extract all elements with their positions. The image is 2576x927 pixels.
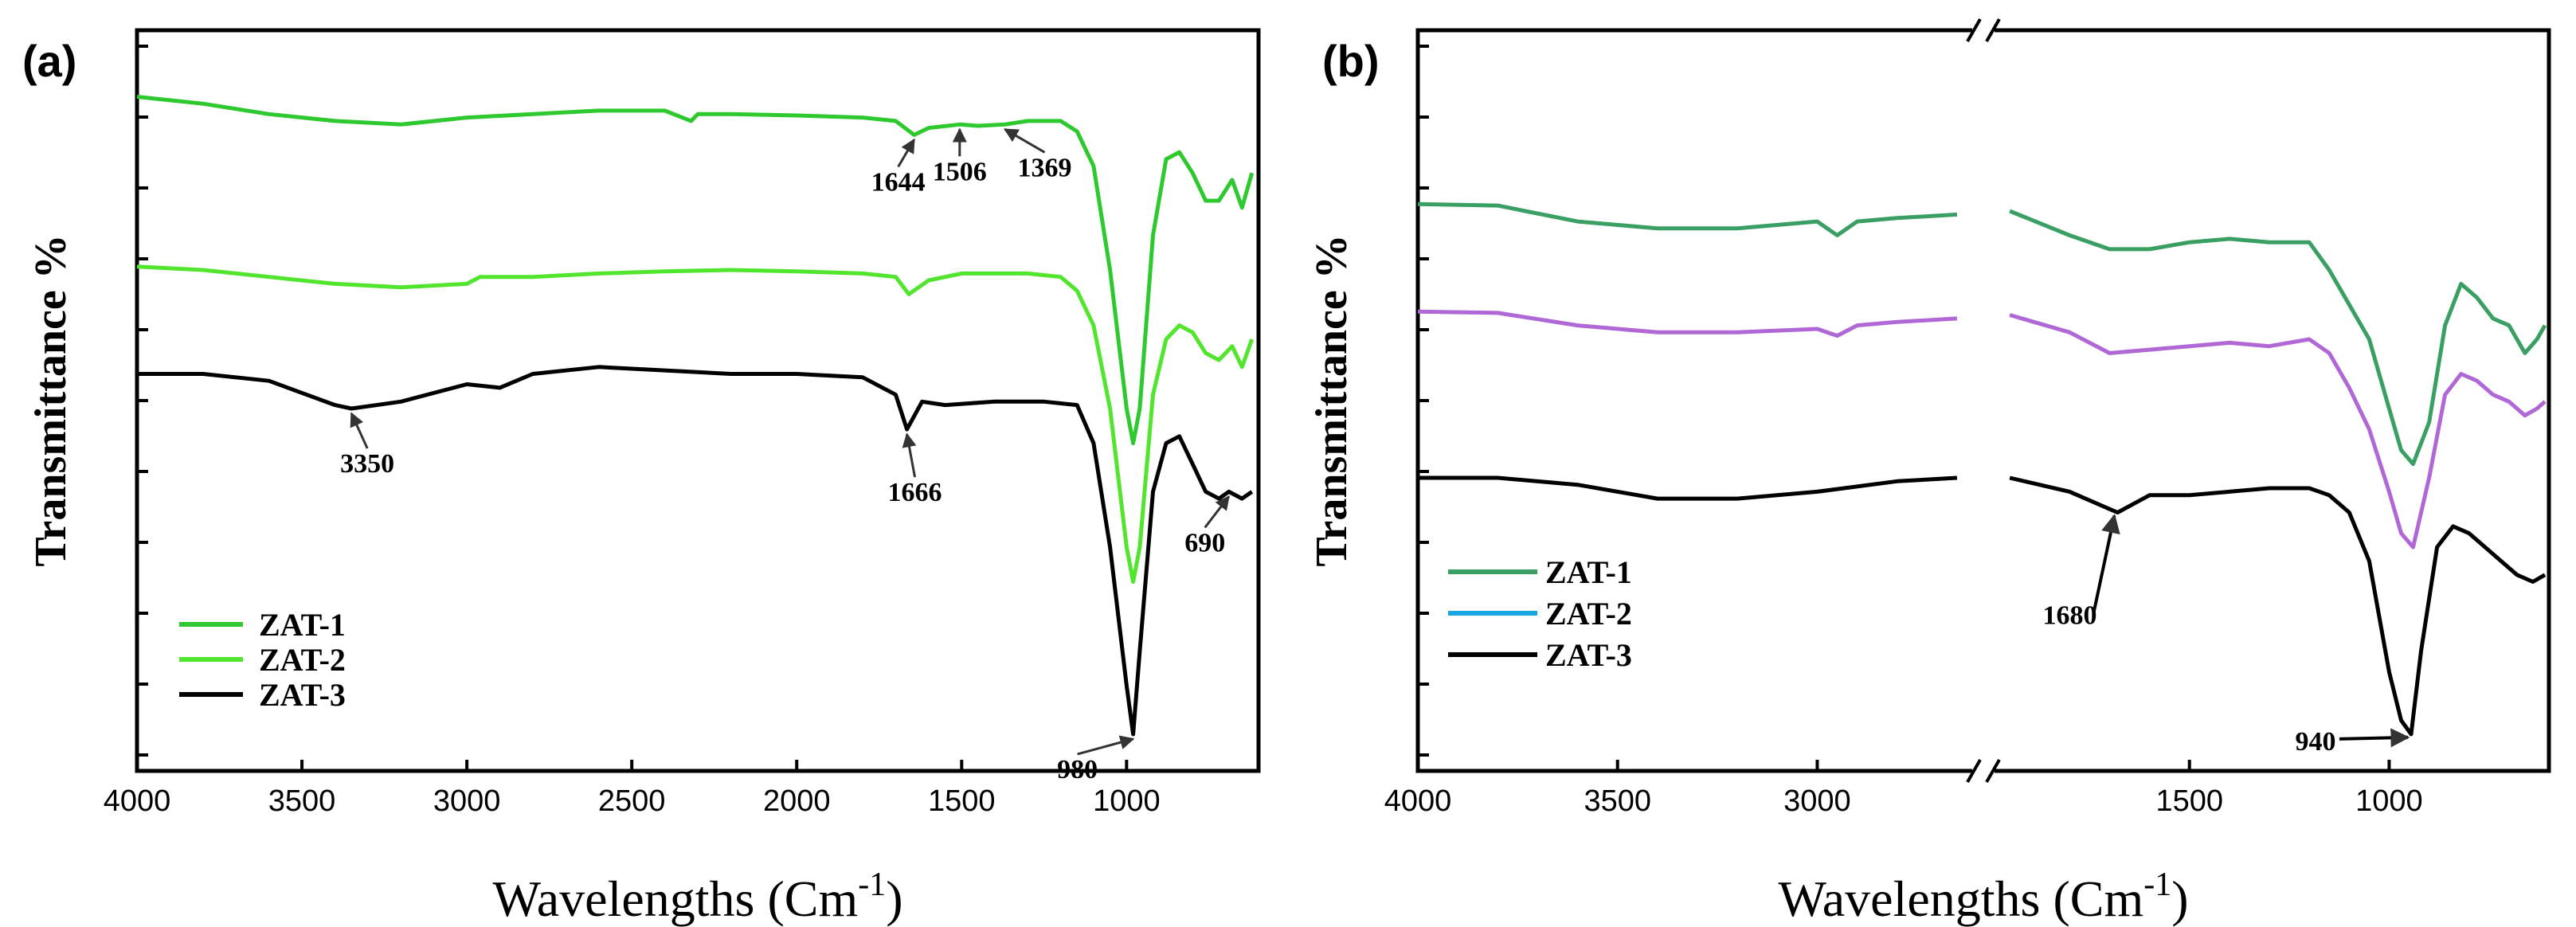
break-mark [1966,18,1982,42]
x-tick-label-b: 1500 [2155,784,2223,818]
annotation-label-a: 690 [1184,528,1225,557]
y-ticks-a [137,45,148,757]
legend-b: ZAT-1 ZAT-2 ZAT-3 [1448,554,1632,673]
x-axis-title-b: Wavelengths (Cm-1) [1778,866,2188,927]
annotation-arrow-a [1077,735,1135,756]
series-line-zat-2 [136,264,1255,584]
break-mark [1985,759,2001,783]
series-line-zat-1-right [2009,209,2547,467]
series-a [136,95,1255,737]
series-line-zat-1 [136,95,1255,445]
x-axis-title-b-close: ) [2171,870,2188,927]
x-axis-title-a-sup: -1 [858,866,886,903]
x-tick-label-a: 4000 [104,784,171,818]
legend-label-b: ZAT-3 [1545,637,1632,673]
annotation-label-a: 980 [1057,755,1098,784]
break-mark [1966,759,1982,783]
panel-a: (a) 4000 3500 3000 2500 2000 1500 1000 1644 150… [22,28,1261,927]
annotation-label-a: 1666 [888,478,942,507]
legend-label-a: ZAT-3 [259,677,346,713]
annotations-b: 1680 940 [2042,514,2410,757]
legend-label-a: ZAT-2 [259,642,346,678]
y-axis-title-a: Transmittance % [26,234,76,566]
series-line-zat-2-left [1417,309,1958,338]
series-b [1417,201,2547,737]
break-gap [1972,760,1995,782]
annotation-arrow-b [2339,728,2410,748]
x-axis-title-b-sup: -1 [2143,866,2171,903]
x-tick-label-b: 4000 [1384,784,1452,818]
annotation-arrow-a [1003,128,1046,154]
x-tick-label-b: 3000 [1783,784,1851,818]
annotation-arrow-a [1204,495,1230,529]
annotation-label-a: 1369 [1018,153,1072,182]
series-line-zat-3-right [2009,475,2547,737]
series-line-zat-1-left [1417,201,1958,237]
break-gap [1972,19,1995,41]
series-line-zat-3-left [1418,475,1958,501]
x-tick-label-a: 2000 [763,784,831,818]
break-mark [1985,18,2001,42]
annotation-label-a: 3350 [340,449,394,479]
annotation-arrow-b [2092,514,2120,613]
y-axis-title-b: Transmittance % [1307,234,1357,566]
y-ticks-b [1418,45,1429,757]
x-axis-title-b-main: Wavelengths (Cm [1778,870,2143,927]
legend-label-a: ZAT-1 [259,607,346,643]
x-tick-label-a: 1000 [1093,784,1161,818]
x-ticks-b: 4000 3500 3000 1500 1000 [1384,760,2423,818]
legend-label-b: ZAT-1 [1545,554,1632,590]
panel-label-b: (b) [1322,36,1380,86]
annotation-arrow-a [350,412,369,449]
x-tick-label-a: 3500 [268,784,336,818]
x-tick-label-b: 1000 [2355,784,2423,818]
annotation-arrow-a [897,138,915,168]
x-tick-label-a: 3000 [433,784,501,818]
series-line-zat-3 [137,365,1254,737]
legend-label-b: ZAT-2 [1545,596,1632,632]
axis-break-b [1966,18,2001,783]
annotation-label-a: 1644 [871,167,926,197]
annotation-label-b: 1680 [2042,601,2096,631]
x-axis-title-a-main: Wavelengths (Cm [492,870,858,927]
x-tick-label-b: 3500 [1584,784,1651,818]
x-axis-title-a: Wavelengths (Cm-1) [492,866,902,927]
x-ticks-a: 4000 3500 3000 2500 2000 1500 1000 [104,760,1161,818]
x-tick-label-a: 2500 [598,784,666,818]
series-line-zat-2-right [2009,313,2547,550]
annotation-label-a: 1506 [933,157,987,186]
annotation-label-b: 940 [2296,727,2336,757]
annotations-a: 1644 1506 1369 3350 1666 980 690 [340,127,1230,784]
x-tick-label-a: 1500 [928,784,996,818]
panel-label-a: (a) [22,36,76,86]
x-axis-title-a-close: ) [886,870,902,927]
annotation-arrow-a [902,432,917,478]
